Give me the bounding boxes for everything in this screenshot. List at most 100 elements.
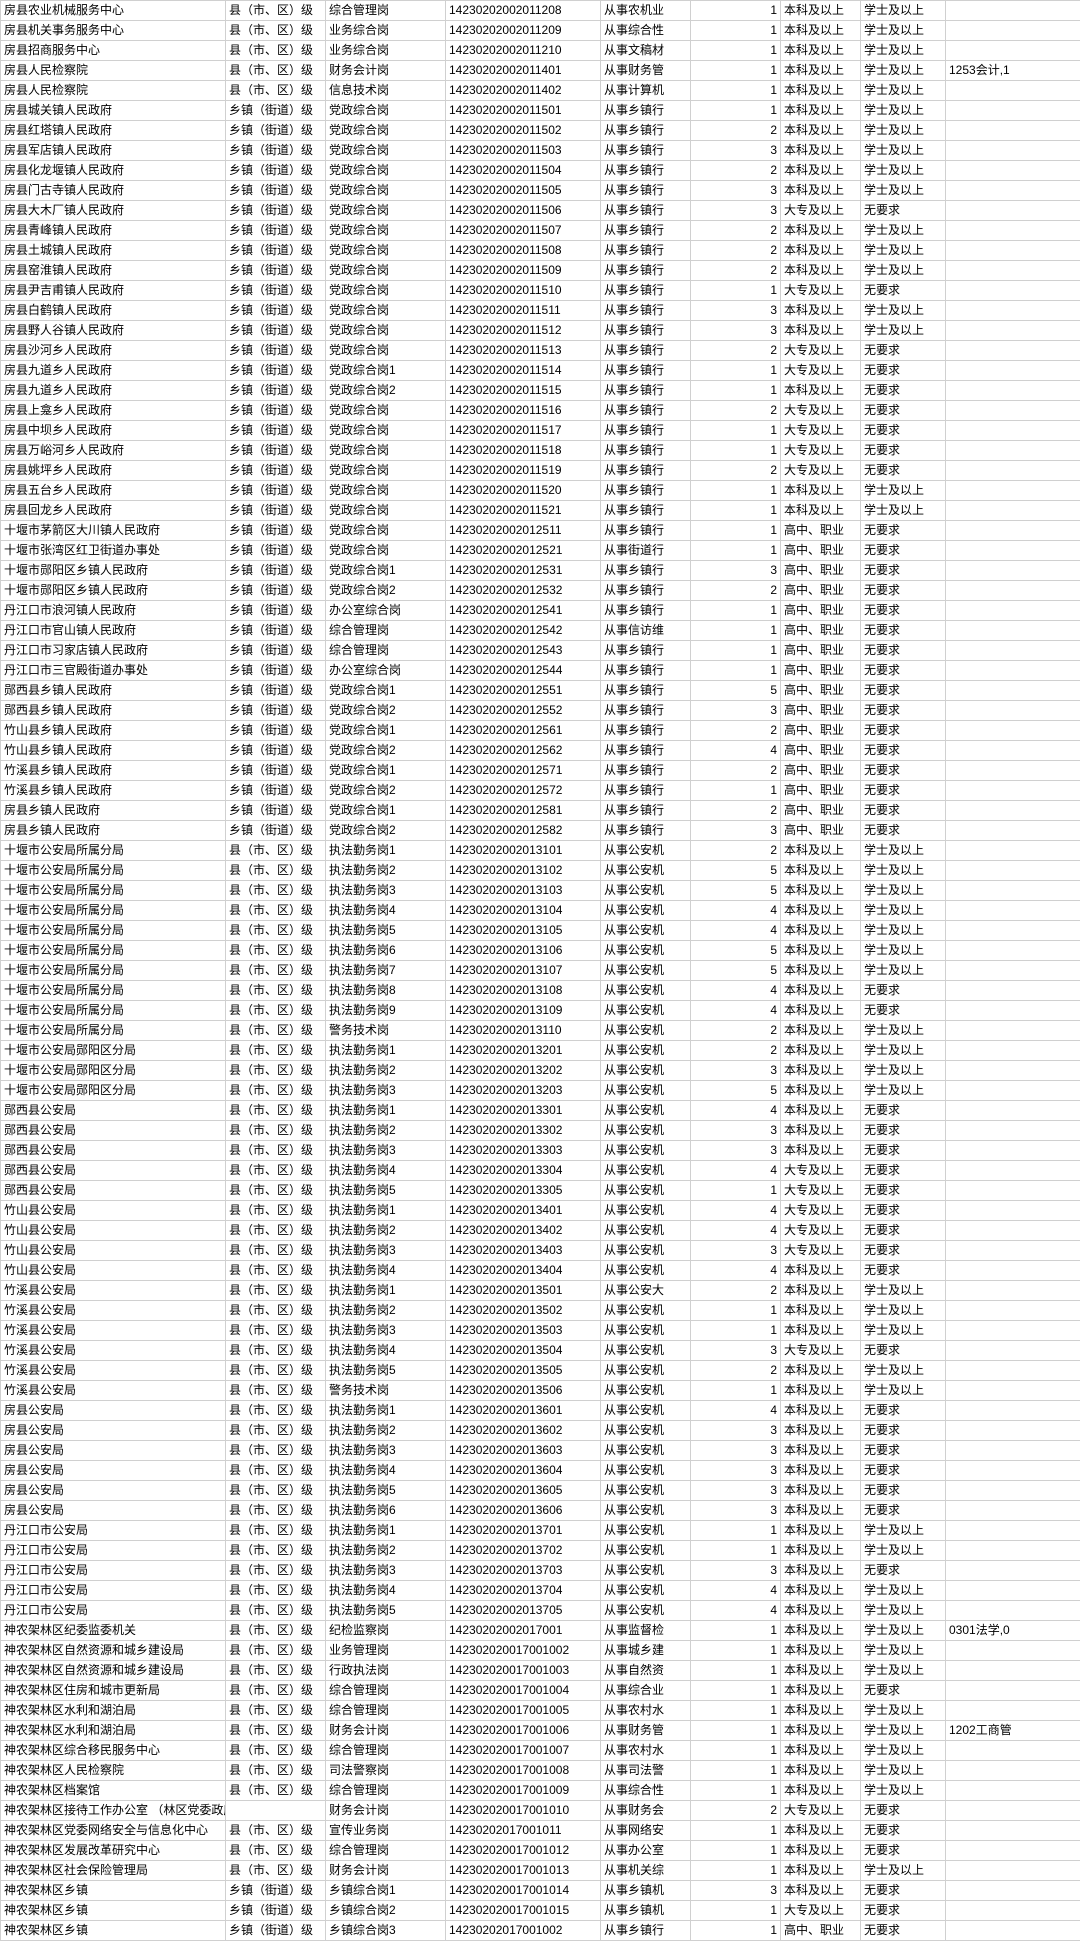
table-cell: 142302020017001013 — [446, 1861, 601, 1881]
table-cell — [946, 1601, 1080, 1621]
table-cell: 14230202002012571 — [446, 761, 601, 781]
table-cell: 十堰市公安局所属分局 — [1, 981, 226, 1001]
table-cell: 县（市、区）级 — [226, 61, 326, 81]
table-cell: 县（市、区）级 — [226, 1381, 326, 1401]
table-cell: 学士及以上 — [861, 861, 946, 881]
table-cell: 神农架林区社会保险管理局 — [1, 1861, 226, 1881]
table-cell: 本科及以上 — [781, 1321, 861, 1341]
table-cell: 1 — [691, 61, 781, 81]
table-cell: 无要求 — [861, 761, 946, 781]
table-cell — [946, 1301, 1080, 1321]
table-cell: 从事公安机 — [601, 1421, 691, 1441]
table-cell: 无要求 — [861, 1221, 946, 1241]
table-cell: 本科及以上 — [781, 1681, 861, 1701]
table-cell: 0301法学,0 — [946, 1621, 1080, 1641]
table-cell: 房县白鹤镇人民政府 — [1, 301, 226, 321]
table-cell: 2 — [691, 341, 781, 361]
table-row: 十堰市郧阳区乡镇人民政府乡镇（街道）级党政综合岗1142302020020125… — [1, 561, 1080, 581]
table-cell: 大专及以上 — [781, 1221, 861, 1241]
table-cell: 从事综合业 — [601, 1681, 691, 1701]
table-cell: 大专及以上 — [781, 201, 861, 221]
table-cell: 2 — [691, 721, 781, 741]
table-cell: 本科及以上 — [781, 121, 861, 141]
table-cell: 14230202002013110 — [446, 1021, 601, 1041]
table-cell: 神农架林区自然资源和城乡建设局 — [1, 1661, 226, 1681]
table-cell: 无要求 — [861, 1341, 946, 1361]
table-cell: 县（市、区）级 — [226, 841, 326, 861]
table-cell: 司法警察岗 — [326, 1761, 446, 1781]
table-cell — [946, 1401, 1080, 1421]
table-cell: 执法勤务岗2 — [326, 1121, 446, 1141]
table-row: 十堰市公安局所属分局县（市、区）级执法勤务岗714230202002013107… — [1, 961, 1080, 981]
table-cell: 乡镇（街道）级 — [226, 381, 326, 401]
table-cell: 乡镇综合岗2 — [326, 1901, 446, 1921]
table-cell: 本科及以上 — [781, 1421, 861, 1441]
table-cell: 学士及以上 — [861, 881, 946, 901]
table-cell: 十堰市公安局所属分局 — [1, 841, 226, 861]
table-cell: 从事乡镇行 — [601, 201, 691, 221]
table-cell: 高中、职业 — [781, 1921, 861, 1941]
table-cell: 无要求 — [861, 581, 946, 601]
table-cell: 学士及以上 — [861, 961, 946, 981]
table-cell: 本科及以上 — [781, 181, 861, 201]
table-cell: 1 — [691, 1, 781, 21]
table-cell: 本科及以上 — [781, 881, 861, 901]
table-cell: 14230202002012521 — [446, 541, 601, 561]
table-cell — [946, 1641, 1080, 1661]
table-cell: 无要求 — [861, 1481, 946, 1501]
table-cell: 财务会计岗 — [326, 1801, 446, 1821]
table-cell — [946, 201, 1080, 221]
table-cell: 3 — [691, 1121, 781, 1141]
table-cell: 执法勤务岗3 — [326, 1561, 446, 1581]
table-cell: 竹山县公安局 — [1, 1241, 226, 1261]
table-cell: 从事乡镇行 — [601, 241, 691, 261]
table-cell: 3 — [691, 561, 781, 581]
table-cell: 县（市、区）级 — [226, 941, 326, 961]
table-cell: 执法勤务岗1 — [326, 1101, 446, 1121]
table-cell: 从事财务会 — [601, 1801, 691, 1821]
table-cell: 学士及以上 — [861, 1741, 946, 1761]
table-cell: 乡镇（街道）级 — [226, 401, 326, 421]
table-row: 丹江口市习家店镇人民政府乡镇（街道）级综合管理岗1423020200201254… — [1, 641, 1080, 661]
table-cell: 执法勤务岗3 — [326, 1141, 446, 1161]
table-cell — [946, 1481, 1080, 1501]
table-cell: 1 — [691, 621, 781, 641]
table-cell: 从事乡镇行 — [601, 281, 691, 301]
table-row: 房县沙河乡人民政府乡镇（街道）级党政综合岗14230202002011513从事… — [1, 341, 1080, 361]
table-cell: 学士及以上 — [861, 161, 946, 181]
table-cell: 4 — [691, 1161, 781, 1181]
table-cell: 从事公安机 — [601, 1201, 691, 1221]
table-cell: 学士及以上 — [861, 1541, 946, 1561]
table-row: 房县青峰镇人民政府乡镇（街道）级党政综合岗14230202002011507从事… — [1, 221, 1080, 241]
table-cell: 3 — [691, 1481, 781, 1501]
table-cell: 高中、职业 — [781, 521, 861, 541]
table-cell: 本科及以上 — [781, 1141, 861, 1161]
table-cell: 高中、职业 — [781, 581, 861, 601]
table-cell: 党政综合岗 — [326, 281, 446, 301]
table-cell: 14230202002013201 — [446, 1041, 601, 1061]
table-cell: 乡镇（街道）级 — [226, 721, 326, 741]
table-cell: 14230202002013703 — [446, 1561, 601, 1581]
table-cell: 执法勤务岗1 — [326, 841, 446, 861]
table-cell: 房县沙河乡人民政府 — [1, 341, 226, 361]
table-cell: 本科及以上 — [781, 1061, 861, 1081]
table-cell — [946, 1341, 1080, 1361]
table-cell: 执法勤务岗4 — [326, 901, 446, 921]
table-row: 房县中坝乡人民政府乡镇（街道）级党政综合岗14230202002011517从事… — [1, 421, 1080, 441]
table-cell: 14230202002011505 — [446, 181, 601, 201]
table-cell: 142302020017001002 — [446, 1641, 601, 1661]
table-cell: 乡镇综合岗1 — [326, 1881, 446, 1901]
table-cell — [946, 661, 1080, 681]
table-cell: 乡镇（街道）级 — [226, 541, 326, 561]
table-row: 房县乡镇人民政府乡镇（街道）级党政综合岗214230202002012582从事… — [1, 821, 1080, 841]
table-cell: 房县公安局 — [1, 1401, 226, 1421]
table-cell: 学士及以上 — [861, 1381, 946, 1401]
table-cell: 神农架林区水利和湖泊局 — [1, 1721, 226, 1741]
table-cell: 14230202002012561 — [446, 721, 601, 741]
table-cell: 从事公安机 — [601, 1181, 691, 1201]
table-cell: 1 — [691, 1901, 781, 1921]
table-cell: 县（市、区）级 — [226, 1461, 326, 1481]
table-cell: 郧西县乡镇人民政府 — [1, 681, 226, 701]
table-cell: 房县军店镇人民政府 — [1, 141, 226, 161]
table-cell: 大专及以上 — [781, 1241, 861, 1261]
